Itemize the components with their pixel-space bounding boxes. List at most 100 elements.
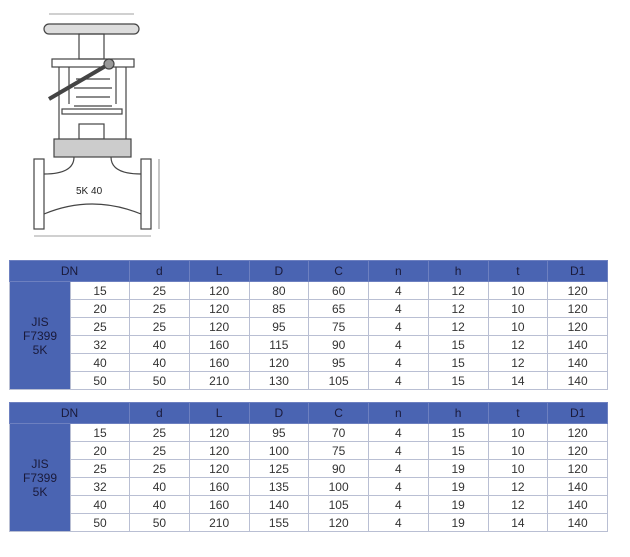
- table-cell: 155: [248, 513, 310, 532]
- table-cell: 115: [248, 335, 310, 354]
- table-cell: 160: [188, 477, 250, 496]
- table-cell: 40: [70, 495, 130, 514]
- table-cell: 4: [368, 459, 429, 478]
- column-header: D1: [547, 402, 608, 424]
- table-cell: 70: [308, 423, 369, 442]
- table-cell: 15: [427, 353, 489, 372]
- table-cell: 125: [248, 459, 310, 478]
- table-cell: 95: [248, 317, 310, 336]
- table-cell: 50: [70, 513, 130, 532]
- column-header: h: [427, 402, 489, 424]
- table-cell: 19: [427, 477, 489, 496]
- table-cell: 95: [248, 423, 310, 442]
- table-row: JIS F7399 5K 15 25 120 95 70 4 15 10 120: [9, 423, 608, 532]
- column-header: t: [487, 260, 549, 282]
- valve-drawing: 5K 40: [33, 13, 160, 237]
- table-cell: 32: [70, 335, 130, 354]
- table-cell: 120: [188, 299, 250, 318]
- table-cell: 25: [129, 317, 190, 336]
- table-cell: 4: [368, 477, 429, 496]
- column-header: h: [427, 260, 489, 282]
- table-cell: 85: [248, 299, 310, 318]
- table-cell: 4: [368, 371, 429, 390]
- table-cell: 4: [368, 353, 429, 372]
- table-cell: 12: [427, 281, 489, 300]
- table-cell: 40: [70, 353, 130, 372]
- table-cell: 160: [188, 353, 250, 372]
- table-cell: 4: [368, 441, 429, 460]
- table-cell: 105: [308, 495, 369, 514]
- table-row: 20 25 120 100 75 4 15 10 120: [10, 441, 608, 460]
- table-cell: 12: [427, 317, 489, 336]
- table-row: 32 40 160 135 100 4 19 12 140: [10, 477, 608, 496]
- table-cell: 19: [427, 513, 489, 532]
- table-cell: 4: [368, 317, 429, 336]
- table-cell: 90: [308, 335, 369, 354]
- table-cell: 25: [70, 459, 130, 478]
- standard-line: F7399: [22, 470, 58, 485]
- table-row: JIS F7399 5K 15 25 120 80 60 4 12 10 120: [9, 281, 608, 390]
- table-cell: 50: [70, 371, 130, 390]
- table-cell: 75: [308, 317, 369, 336]
- column-header: n: [368, 260, 429, 282]
- table-cell: 4: [368, 335, 429, 354]
- standard-line: JIS: [31, 314, 49, 329]
- standard-line: F7399: [22, 328, 58, 343]
- table-cell: 4: [368, 513, 429, 532]
- column-header: n: [368, 402, 429, 424]
- table-cell: 15: [427, 441, 489, 460]
- table-cell: 90: [308, 459, 369, 478]
- table-row: 25 25 120 95 75 4 12 10 120: [10, 317, 608, 336]
- table-row: 25 25 120 125 90 4 19 10 120: [10, 459, 608, 478]
- table-cell: 15: [70, 423, 130, 442]
- column-header: D: [248, 402, 310, 424]
- table-cell: 40: [129, 495, 190, 514]
- table-cell: 19: [427, 459, 489, 478]
- column-header: L: [188, 402, 250, 424]
- table-row: 50 50 210 130 105 4 15 14 140: [10, 371, 608, 390]
- table-cell: 140: [547, 477, 608, 496]
- table-cell: 120: [547, 441, 608, 460]
- table-cell: 12: [487, 495, 549, 514]
- table-cell: 160: [188, 335, 250, 354]
- table-cell: 140: [547, 513, 608, 532]
- table-cell: 140: [547, 335, 608, 354]
- standard-line: 5K: [32, 484, 48, 499]
- table-cell: 60: [308, 281, 369, 300]
- table-cell: 32: [70, 477, 130, 496]
- table-cell: 15: [70, 281, 130, 300]
- table-cell: 120: [547, 317, 608, 336]
- table-cell: 12: [427, 299, 489, 318]
- valve-marking: 5K 40: [76, 186, 103, 197]
- table-cell: 15: [427, 335, 489, 354]
- table-cell: 12: [487, 353, 549, 372]
- table-cell: 40: [129, 335, 190, 354]
- column-header: C: [308, 260, 369, 282]
- table-cell: 19: [427, 495, 489, 514]
- table-cell: 120: [308, 513, 369, 532]
- table-cell: 140: [248, 495, 310, 514]
- table-cell: 120: [547, 281, 608, 300]
- table-cell: 120: [188, 281, 250, 300]
- table-cell: 20: [70, 441, 130, 460]
- table-cell: 25: [129, 459, 190, 478]
- column-header: D1: [547, 260, 608, 282]
- table-cell: 120: [248, 353, 310, 372]
- table-cell: 65: [308, 299, 369, 318]
- table-cell: 25: [129, 299, 190, 318]
- table-cell: 120: [547, 299, 608, 318]
- table-cell: 10: [487, 423, 549, 442]
- table-row: 50 50 210 155 120 4 19 14 140: [10, 513, 608, 532]
- table-cell: 25: [129, 423, 190, 442]
- column-header: L: [188, 260, 250, 282]
- table-cell: 10: [487, 281, 549, 300]
- table-cell: 25: [129, 441, 190, 460]
- table-row: 40 40 160 120 95 4 15 12 140: [10, 353, 608, 372]
- table-cell: 40: [129, 353, 190, 372]
- table-cell: 10: [487, 441, 549, 460]
- table-cell: 15: [427, 423, 489, 442]
- column-header: d: [129, 260, 190, 282]
- table-cell: 120: [188, 459, 250, 478]
